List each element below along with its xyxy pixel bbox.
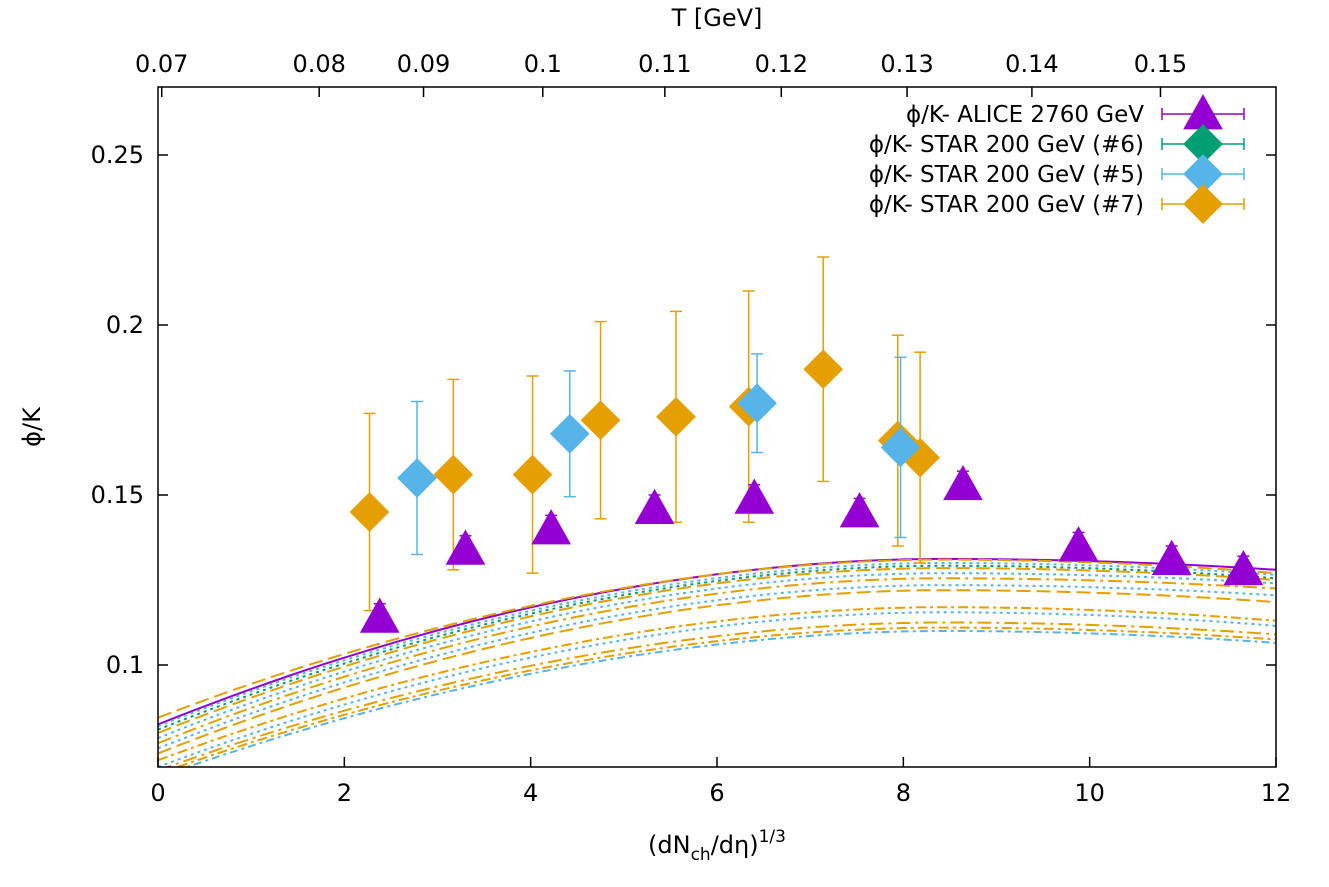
y-tick-label-2: 0.15 [91, 481, 144, 509]
model-curve-7 [158, 577, 1276, 745]
data-point-1-4 [634, 488, 675, 524]
x2-tick-label-5: 0.11 [638, 50, 691, 78]
x2-tick-label-8: 0.14 [1005, 50, 1058, 78]
data-point-1-7 [943, 464, 983, 501]
x2-tick-label-2: 0.08 [292, 50, 345, 78]
axis-ticks: 0 2 4 6 8 10 12 0.1 0.15 0.2 0.25 0.07 0.08 0.09 0.1 0.… [91, 50, 1292, 807]
data-point-4-1 [349, 412, 390, 612]
marker [445, 529, 486, 565]
marker [580, 400, 621, 441]
x2-tick-label-1: 0.07 [135, 50, 188, 78]
marker [634, 488, 675, 524]
legend-marker [1183, 94, 1223, 130]
data-point-4-2 [433, 378, 474, 571]
data-point-3-3 [737, 353, 777, 454]
marker [880, 427, 921, 468]
model-curve-9 [158, 589, 1276, 755]
data-point-4-5 [656, 310, 696, 523]
legend-item-1: ϕ/K- ALICE 2760 GeV [906, 94, 1245, 130]
marker [1058, 526, 1099, 562]
marker [943, 464, 983, 501]
data-point-4-7 [803, 256, 844, 483]
data-point-1-1 [359, 597, 400, 633]
marker [512, 454, 553, 495]
legend-item-4: ϕ/K- STAR 200 GeV (#7) [869, 184, 1245, 224]
model-curve-5 [158, 567, 1276, 734]
x-tick-label-1: 0 [150, 779, 165, 807]
x2-tick-label-3: 0.09 [397, 50, 450, 78]
x2-tick-label-7: 0.13 [880, 50, 933, 78]
y-tick-label-1: 0.1 [106, 651, 144, 679]
marker [433, 454, 474, 495]
data-point-3-1 [397, 400, 437, 556]
data-point-1-8 [1058, 526, 1099, 562]
marker [803, 349, 844, 390]
x2-tick-label-4: 0.1 [524, 50, 562, 78]
model-curve-12 [164, 621, 1276, 767]
marker [1151, 539, 1192, 575]
x-tick-label-6: 10 [1074, 779, 1105, 807]
data-point-1-5 [734, 478, 775, 514]
legend-marker [1183, 124, 1223, 164]
legend-marker [1183, 184, 1223, 224]
marker [839, 492, 880, 528]
x2-tick-label-6: 0.12 [755, 50, 808, 78]
y-tick-label-3: 0.2 [106, 311, 144, 339]
legend-label: ϕ/K- STAR 200 GeV (#7) [869, 192, 1144, 218]
data-point-1-9 [1151, 539, 1192, 575]
model-curve-3 [158, 562, 1276, 728]
model-curve-8 [158, 584, 1276, 750]
data-point-1-10 [1223, 549, 1264, 586]
data-point-1-3 [531, 509, 572, 545]
legend-label: ϕ/K- ALICE 2760 GeV [906, 102, 1144, 128]
marker [734, 478, 775, 514]
x-axis-title: (dNch/dη)1/3 [648, 827, 786, 865]
model-curve-6 [158, 572, 1276, 740]
data-point-3-4 [880, 356, 921, 539]
marker [656, 396, 696, 437]
x2-axis-title: T [GeV] [671, 4, 763, 32]
marker [737, 383, 777, 424]
data-point-4-3 [512, 375, 553, 574]
legend-item-3: ϕ/K- STAR 200 GeV (#5) [869, 154, 1245, 194]
marker [1223, 549, 1264, 586]
model-curve-14 [184, 630, 1276, 767]
x-tick-label-7: 12 [1261, 779, 1292, 807]
data-point-4-4 [580, 320, 621, 520]
legend: ϕ/K- ALICE 2760 GeV ϕ/K- STAR 200 GeV (#6… [869, 94, 1245, 224]
x-tick-label-2: 2 [337, 779, 352, 807]
legend-label: ϕ/K- STAR 200 GeV (#5) [869, 162, 1144, 188]
x-tick-label-4: 6 [709, 779, 724, 807]
model-curves [158, 557, 1276, 767]
x-tick-label-3: 4 [523, 779, 538, 807]
data-point-1-6 [839, 492, 880, 528]
model-curve-11 [158, 611, 1276, 767]
model-curve-4 [158, 564, 1276, 731]
y-tick-label-4: 0.25 [91, 141, 144, 169]
x-tick-label-5: 8 [896, 779, 911, 807]
legend-label: ϕ/K- STAR 200 GeV (#6) [869, 132, 1144, 158]
data-point-1-2 [445, 529, 486, 565]
data-points [349, 256, 1264, 633]
model-curve-2 [158, 558, 1276, 719]
model-curve-10 [158, 606, 1276, 762]
legend-marker [1183, 154, 1223, 194]
marker [349, 492, 390, 532]
data-point-3-2 [549, 370, 590, 498]
marker [359, 597, 400, 633]
plot-frame [157, 86, 1277, 768]
x2-tick-label-9: 0.15 [1134, 50, 1187, 78]
marker [397, 458, 437, 498]
model-curve-13 [174, 626, 1276, 767]
y-axis-title: ϕ/K [18, 406, 46, 447]
marker [549, 413, 590, 454]
legend-item-2: ϕ/K- STAR 200 GeV (#6) [869, 124, 1245, 164]
marker [531, 509, 572, 545]
